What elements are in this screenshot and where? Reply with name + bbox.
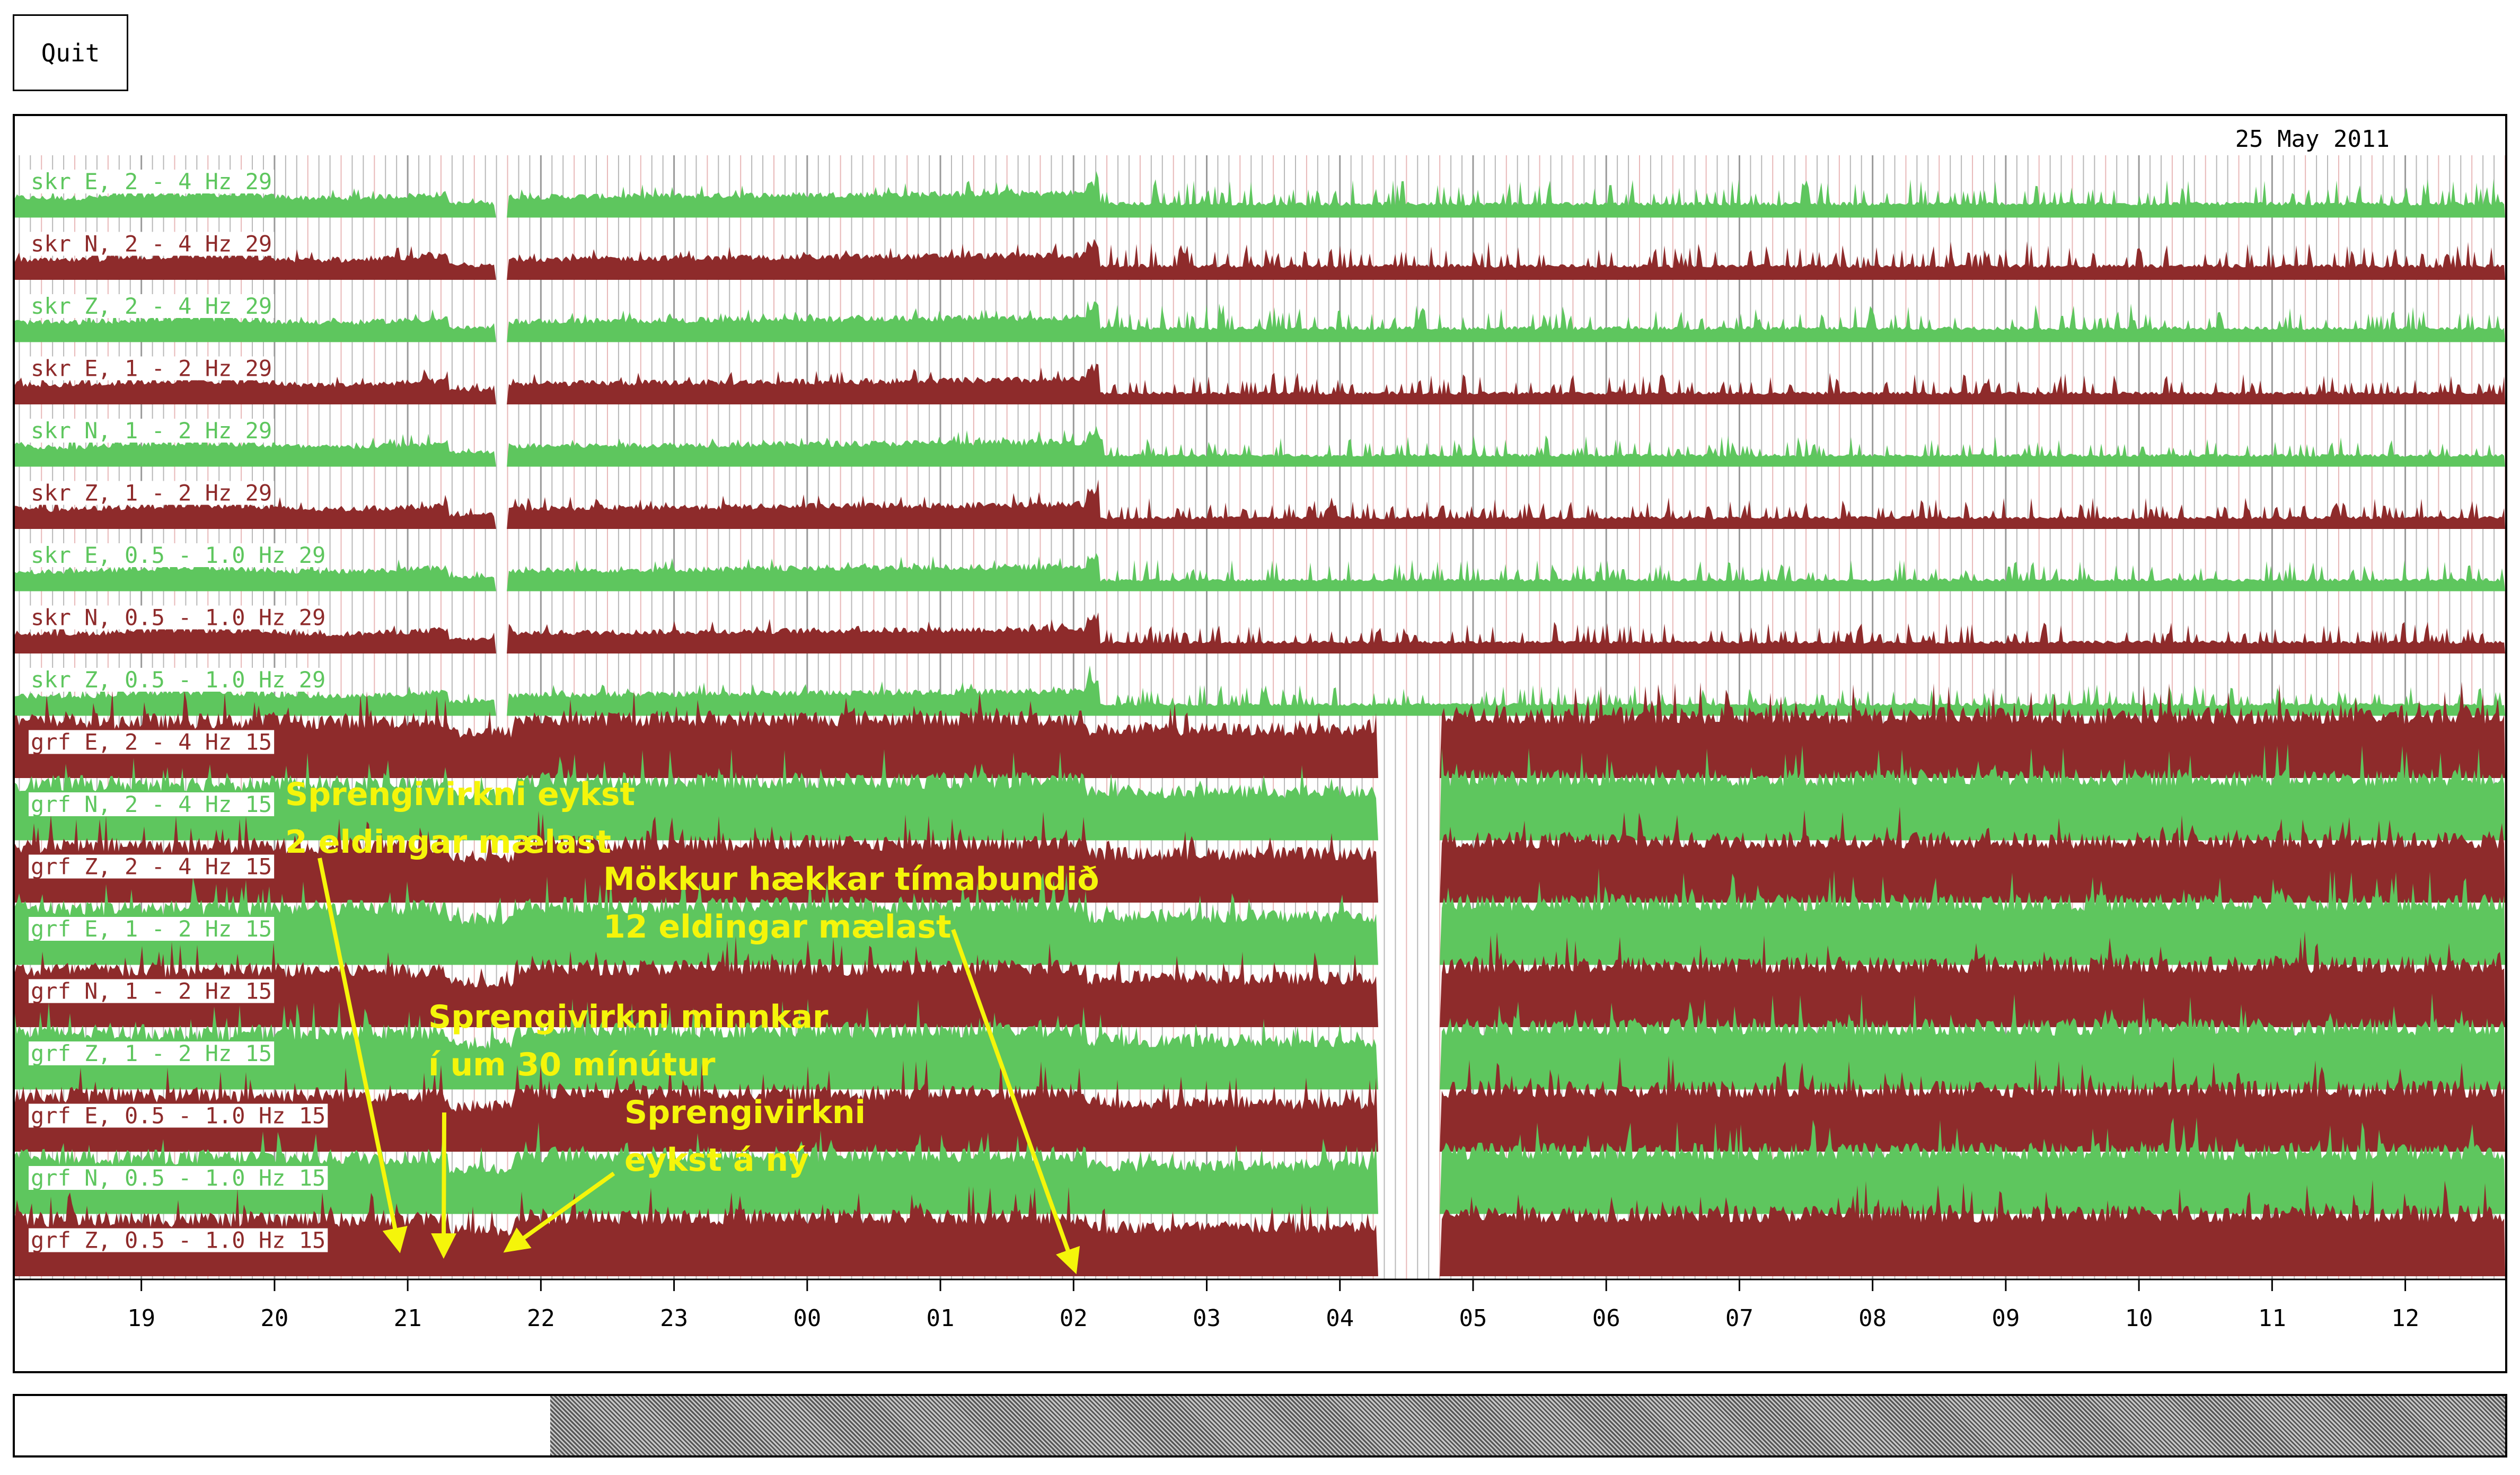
x-tick-label: 21 — [394, 1305, 422, 1332]
annotation-text: Sprengivirkni — [624, 1094, 866, 1131]
trace-label-bg — [29, 232, 275, 256]
trace-label-bg — [29, 170, 275, 193]
trace-label: grf N, 0.5 - 1.0 Hz 15 — [31, 1165, 325, 1191]
trace-label-bg — [29, 1041, 275, 1065]
trace-waveform — [15, 807, 2505, 903]
trace-label-bg — [29, 1166, 328, 1190]
trace-label: grf Z, 0.5 - 1.0 Hz 15 — [31, 1227, 325, 1253]
annotation-text: Sprengivirkni minnkar — [428, 999, 829, 1036]
tremor-chart: skr E, 2 - 4 Hz 29 skr N, 2 - 4 Hz 29 skr … — [15, 126, 2505, 1332]
annotation-arrow — [318, 858, 408, 1253]
trace-label: grf N, 2 - 4 Hz 15 — [31, 791, 272, 817]
trace-waveform — [15, 612, 2505, 653]
x-tick-label: 22 — [527, 1305, 555, 1332]
trace-waveform — [15, 364, 2505, 404]
trace-waveform — [15, 665, 2505, 716]
x-tick-label: 19 — [127, 1305, 155, 1332]
trace-waveform — [15, 1180, 2505, 1276]
trace-waveform — [15, 1117, 2505, 1214]
trace-labels: skr E, 2 - 4 Hz 29 skr N, 2 - 4 Hz 29 skr … — [29, 169, 328, 1253]
trace-label: grf E, 0.5 - 1.0 Hz 15 — [31, 1103, 325, 1129]
trace-label-bg — [29, 481, 275, 505]
tremor-plot: skr E, 2 - 4 Hz 29 skr N, 2 - 4 Hz 29 skr … — [13, 114, 2507, 1373]
annotation-text: eykst á ný — [624, 1142, 809, 1179]
traces — [15, 171, 2505, 1276]
trace-waveform — [15, 553, 2505, 591]
x-tick-label: 03 — [1193, 1305, 1221, 1332]
x-tick-label: 12 — [2391, 1305, 2419, 1332]
trace-label-bg — [29, 854, 275, 879]
x-axis: 19 20 21 22 23 00 01 02 03 04 05 06 07 08 09 10 11 12 — [15, 1278, 2505, 1332]
annotation-arrow — [951, 929, 1080, 1275]
annotation-text: 12 eldingar mælast — [603, 908, 951, 946]
trace-waveform — [15, 239, 2505, 280]
scrollbar-thumb[interactable] — [550, 1396, 2505, 1455]
trace-waveform — [15, 931, 2505, 1027]
annotation-text: í um 30 mínútur — [428, 1046, 716, 1083]
trace-label-bg — [29, 917, 275, 941]
trace-label: grf Z, 2 - 4 Hz 15 — [31, 854, 272, 880]
trace-label-bg — [29, 668, 328, 692]
x-tick-label: 23 — [660, 1305, 688, 1332]
trace-label: grf E, 2 - 4 Hz 15 — [31, 729, 272, 755]
trace-label: skr Z, 2 - 4 Hz 29 — [31, 293, 272, 319]
trace-label-bg — [29, 792, 275, 816]
trace-label-bg — [29, 543, 328, 567]
quit-button[interactable]: Quit — [13, 14, 128, 91]
trace-label: grf Z, 1 - 2 Hz 15 — [31, 1040, 272, 1066]
annotation-text: Sprengivirkni eykst — [285, 776, 635, 813]
trace-waveform — [15, 868, 2505, 965]
trace-waveform — [15, 426, 2505, 467]
trace-label-bg — [29, 605, 328, 630]
annotations: Sprengivirkni eykst 2 eldingar mælast Spre… — [285, 776, 1099, 1275]
trace-label: skr N, 2 - 4 Hz 29 — [31, 231, 272, 257]
x-tick-label: 20 — [260, 1305, 288, 1332]
trace-label: skr E, 2 - 4 Hz 29 — [31, 169, 272, 195]
trace-waveform — [15, 479, 2505, 529]
annotation-text: 2 eldingar mælast — [285, 824, 611, 861]
trace-label-bg — [29, 294, 275, 318]
trace-label: skr Z, 0.5 - 1.0 Hz 29 — [31, 667, 325, 693]
trace-label-bg — [29, 979, 275, 1003]
trace-label-bg — [29, 1103, 328, 1128]
trace-label: grf N, 1 - 2 Hz 15 — [31, 978, 272, 1004]
trace-label: skr E, 1 - 2 Hz 29 — [31, 356, 272, 382]
trace-label-bg — [29, 356, 275, 381]
x-tick-label: 08 — [1858, 1305, 1887, 1332]
x-tick-label: 00 — [793, 1305, 821, 1332]
x-tick-label: 02 — [1060, 1305, 1088, 1332]
x-tick-label: 01 — [927, 1305, 955, 1332]
trace-label: skr Z, 1 - 2 Hz 29 — [31, 480, 272, 506]
trace-waveform — [15, 682, 2505, 778]
trace-label: skr N, 0.5 - 1.0 Hz 29 — [31, 605, 325, 631]
chart-title: 25 May 2011 — [2235, 126, 2390, 153]
horizontal-scrollbar[interactable] — [13, 1394, 2507, 1458]
trace-waveform — [15, 301, 2505, 342]
x-tick-label: 10 — [2125, 1305, 2153, 1332]
trace-waveform — [15, 1056, 2505, 1152]
trace-label-bg — [29, 730, 275, 754]
trace-label-bg — [29, 419, 275, 443]
x-tick-label: 11 — [2258, 1305, 2286, 1332]
annotation-text: Mökkur hækkar tímabundið — [603, 861, 1099, 898]
trace-label: skr N, 1 - 2 Hz 29 — [31, 418, 272, 444]
x-tick-label: 07 — [1725, 1305, 1754, 1332]
trace-waveform — [15, 171, 2505, 218]
trace-label-bg — [29, 1228, 328, 1252]
x-tick-label: 09 — [1992, 1305, 2020, 1332]
annotation-arrow — [503, 1171, 615, 1253]
trace-waveform — [15, 744, 2505, 841]
x-tick-label: 06 — [1592, 1305, 1620, 1332]
trace-label: grf E, 1 - 2 Hz 15 — [31, 916, 272, 942]
x-tick-label: 04 — [1326, 1305, 1354, 1332]
trace-waveform — [15, 993, 2505, 1090]
trace-label: skr E, 0.5 - 1.0 Hz 29 — [31, 542, 325, 568]
x-tick-label: 05 — [1459, 1305, 1487, 1332]
